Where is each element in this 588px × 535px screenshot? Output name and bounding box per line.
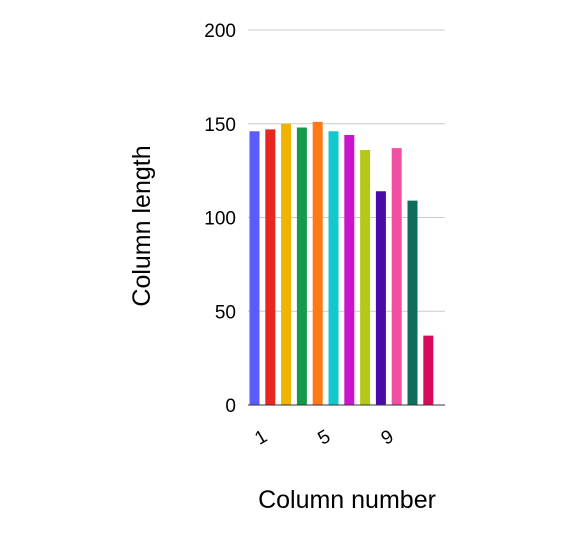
y-axis-title: Column length — [128, 145, 156, 306]
x-tick-label: 5 — [315, 426, 335, 449]
bar-2 — [265, 129, 276, 405]
bars — [249, 121, 434, 405]
bar-4 — [296, 127, 307, 405]
bar-5 — [312, 121, 323, 405]
bar-6 — [328, 131, 339, 405]
bar-10 — [391, 148, 402, 405]
x-axis-title: Column number — [258, 486, 436, 514]
bar-7 — [344, 135, 355, 405]
x-tick-label: 1 — [251, 426, 271, 449]
y-tick-label: 200 — [204, 21, 236, 42]
y-tick-label: 100 — [204, 209, 236, 230]
x-tick-label: 9 — [378, 426, 398, 449]
bar-3 — [281, 123, 292, 405]
y-tick-label: 150 — [204, 115, 236, 136]
y-tick-label: 0 — [225, 396, 236, 417]
bar-9 — [375, 191, 386, 405]
bar-1 — [249, 131, 260, 405]
bar-8 — [360, 150, 371, 405]
bar-12 — [423, 335, 434, 405]
y-tick-labels: 0 50 100 150 200 — [204, 21, 236, 417]
bar-11 — [407, 200, 418, 405]
x-tick-labels: 1 5 9 — [251, 426, 397, 449]
y-tick-label: 50 — [215, 302, 236, 323]
